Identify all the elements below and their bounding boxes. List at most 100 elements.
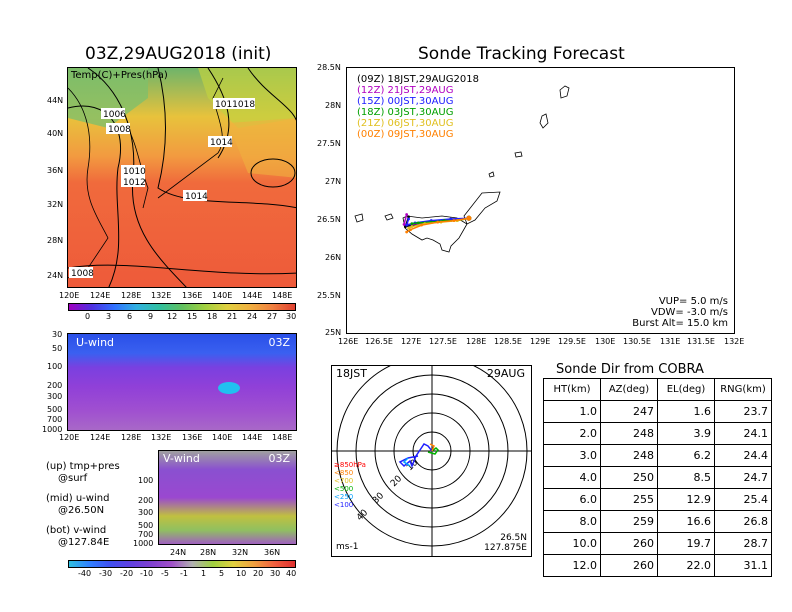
table-cell: 31.1	[714, 554, 772, 577]
legend-entry: (12Z) 21JST,29AUG	[357, 85, 454, 96]
table-row: 1.0 247 1.6 23.7	[543, 400, 772, 423]
temp-pres-map-svg: 1006 1008 1010 1012 1014 1014 1011018 10…	[68, 68, 296, 287]
lon-tick: 126.5E	[365, 337, 393, 346]
colorbar-tick: -1	[180, 569, 188, 578]
table-cell: 25.4	[714, 488, 772, 511]
lat-tick: 26.5N	[317, 215, 341, 224]
track-point	[409, 228, 412, 232]
colorbar-tick: 30	[286, 312, 297, 321]
lon-tick: 140E	[212, 433, 233, 442]
table-cell: 24.7	[714, 466, 772, 489]
track-point	[416, 221, 420, 225]
pressure-tick: 200	[47, 381, 63, 390]
table-cell: 24.4	[714, 444, 772, 467]
temp-colorbar	[68, 303, 296, 311]
colorbar-tick: 21	[227, 312, 238, 321]
colorbar-tick: 18	[207, 312, 218, 321]
lon-tick: 136E	[182, 291, 203, 300]
polar-unit: ms-1	[336, 542, 359, 552]
track-point	[449, 217, 453, 221]
track-point	[466, 215, 472, 221]
track-point	[405, 230, 409, 234]
pressure-tick: 100	[47, 362, 63, 371]
polar-date: 29AUG	[486, 367, 525, 380]
table-cell: 250	[600, 466, 658, 489]
lon-tick: 127.5E	[429, 337, 457, 346]
param-line: VUP= 5.0 m/s	[658, 296, 728, 307]
table-cell: 1.0	[543, 400, 601, 423]
lon-tick: 136E	[182, 433, 203, 442]
lon-tick: 124E	[90, 291, 111, 300]
lon-tick: 120E	[59, 291, 80, 300]
param-line: Burst Alt= 15.0 km	[632, 318, 728, 329]
polar-lon: 127.875E	[484, 543, 527, 553]
vwind-time: 03Z	[268, 452, 290, 465]
table-cell: 12.9	[657, 488, 715, 511]
isobar-label: 1011018	[215, 100, 255, 110]
pressure-tick: 100	[138, 476, 154, 485]
vwind-panel: V-wind 03Z	[158, 450, 297, 545]
note-line: @127.84E	[58, 537, 110, 548]
isobar-label: 1014	[185, 192, 208, 202]
track-point	[410, 225, 414, 229]
lat-tick: 24N	[47, 271, 64, 280]
ring-label: 20	[389, 474, 404, 489]
track-point	[405, 223, 409, 227]
ring-label: 30	[371, 491, 386, 506]
hodograph-trace	[427, 447, 439, 455]
lon-tick: 148E	[272, 291, 293, 300]
lon-tick: 140E	[212, 291, 233, 300]
lon-tick: 129.5E	[558, 337, 586, 346]
temp-pres-map: 1006 1008 1010 1012 1014 1014 1011018 10…	[67, 67, 297, 288]
pressure-legend: ≥850hPa <850 <700 <500 <250 <100	[334, 461, 366, 509]
lon-tick: 148E	[272, 433, 293, 442]
pressure-tick: 700	[47, 415, 63, 424]
pressure-tick: 300	[47, 392, 63, 401]
lat-tick: 28N	[47, 236, 64, 245]
lat-tick: 28N	[325, 101, 342, 110]
polar-time: 18JST	[336, 367, 367, 380]
map-title: 03Z,29AUG2018 (init)	[85, 44, 272, 64]
tracking-lon-ticks: 126E 126.5E 127E 127.5E 128E 128.5E 129E…	[338, 337, 748, 347]
lon-tick: 130.5E	[623, 337, 651, 346]
tracking-map-svg	[354, 85, 570, 253]
lat-tick: 27N	[325, 177, 342, 186]
table-cell: 22.0	[657, 554, 715, 577]
table-cell: 28.7	[714, 532, 772, 555]
table-cell: 26.8	[714, 510, 772, 533]
table-row: 4.0 250 8.5 24.7	[543, 466, 772, 489]
tracking-legend: (09Z) 18JST,29AUG2018 (12Z) 21JST,29AUG …	[357, 74, 479, 140]
isobar-label: 1010	[123, 167, 146, 177]
lon-tick: 144E	[242, 433, 263, 442]
uwind-label: U-wind	[76, 336, 115, 349]
lon-tick: 127E	[401, 337, 422, 346]
lon-tick: 124E	[90, 433, 111, 442]
lon-tick: 129E	[530, 337, 551, 346]
lat-tick: 32N	[232, 548, 249, 557]
isobar-label: 1014	[210, 138, 233, 148]
colorbar-tick: 27	[267, 312, 278, 321]
sonde-dir-title: Sonde Dir from COBRA	[556, 362, 704, 377]
lon-tick: 132E	[724, 337, 745, 346]
vwind-label: V-wind	[163, 452, 200, 465]
lat-tick: 28.5N	[317, 63, 341, 72]
table-header: EL(deg)	[657, 378, 715, 401]
lon-tick: 126E	[338, 337, 359, 346]
pressure-legend-entry: ≥850hPa	[334, 461, 366, 469]
pressure-legend-entry: <100	[334, 501, 354, 509]
polar-location: 26.5N 127.875E	[484, 533, 527, 553]
table-cell: 10.0	[543, 532, 601, 555]
colorbar-tick: -10	[140, 569, 154, 578]
track-point	[405, 213, 409, 216]
polar-panel: 10 20 30 40 18JST 29AUG ≥850hPa <850 <70…	[331, 365, 532, 557]
colorbar-tick: -5	[161, 569, 169, 578]
lon-tick: 144E	[242, 291, 263, 300]
polar-lat: 26.5N	[500, 533, 527, 543]
pressure-tick: 500	[138, 521, 154, 530]
note-line: @26.50N	[58, 505, 105, 516]
wind-colorbar-ticks: -40 -30 -20 -10 -5 -1 1 5 10 20 30 40	[68, 569, 296, 579]
table-cell: 19.7	[657, 532, 715, 555]
table-cell: 3.0	[543, 444, 601, 467]
colorbar-tick: 12	[167, 312, 178, 321]
table-header: HT(km)	[543, 378, 601, 401]
